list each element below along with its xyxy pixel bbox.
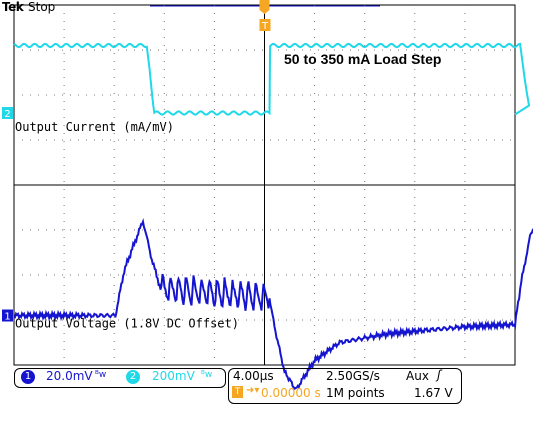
trigger-level: 1.67 V: [414, 386, 453, 400]
brand-logo: Tek: [2, 0, 24, 14]
trigger-position-marker: T: [259, 0, 271, 32]
trigger-time: 0.00000 s: [261, 386, 321, 400]
waveform-traces: [13, 42, 533, 391]
series-label-ch1: Output Voltage (1.8V DC Offset): [15, 317, 239, 331]
ch2-marker-label: 2: [4, 109, 10, 120]
run-state: Stop: [28, 0, 56, 14]
ch1-coupling-icon: ᴮw: [95, 370, 107, 380]
ch1-badge: 1: [21, 370, 35, 384]
ch1-ground-marker: 1: [2, 309, 13, 323]
trigger-t-marker: [259, 19, 271, 31]
ch1-scale: 20.0mV: [46, 369, 93, 383]
ch1-marker-label: 1: [4, 312, 10, 323]
overlay-labels: 2 Output Current (mA/mV) 1 Output Voltage (…: [2, 0, 441, 331]
trigger-t-marker-label: T: [261, 21, 269, 32]
trigger-arrow-icon: ➜▾: [246, 385, 260, 396]
timebase-per-div: 4.00µs: [233, 369, 274, 383]
channel-scale-panel[interactable]: [14, 368, 226, 388]
trace-ch2: [13, 42, 531, 116]
ch2-coupling-icon: ᴮw: [201, 370, 213, 380]
record-length: 1M points: [326, 386, 385, 400]
series-label-ch2: Output Current (mA/mV): [15, 120, 174, 134]
ch2-ground-marker: 2: [2, 107, 13, 120]
ch2-badge: 2: [126, 370, 140, 384]
ch2-scale: 200mV: [152, 369, 195, 383]
trigger-slope-icon: ʃ: [437, 368, 442, 382]
trigger-time-marker-icon: T: [232, 386, 243, 398]
sample-rate: 2.50GS/s: [326, 369, 380, 383]
timebase-panel[interactable]: [228, 368, 462, 404]
trigger-source: Aux: [406, 369, 429, 383]
chart-title: 50 to 350 mA Load Step: [284, 51, 441, 67]
trace-ch1: [13, 217, 533, 391]
